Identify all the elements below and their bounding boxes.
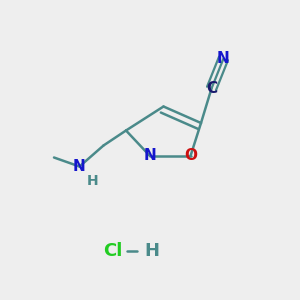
Text: N: N — [73, 159, 86, 174]
Text: O: O — [184, 148, 197, 164]
Text: H: H — [86, 174, 98, 188]
Text: N: N — [217, 51, 230, 66]
Text: C: C — [206, 81, 217, 96]
Text: H: H — [144, 242, 159, 260]
Text: N: N — [144, 148, 156, 164]
Text: Cl: Cl — [103, 242, 122, 260]
